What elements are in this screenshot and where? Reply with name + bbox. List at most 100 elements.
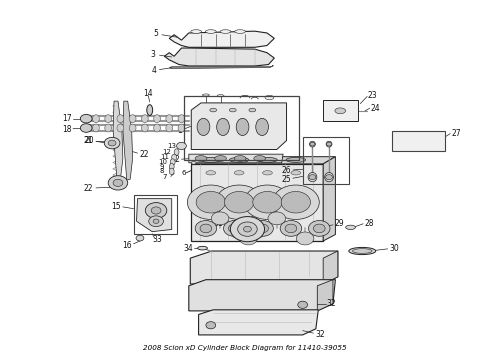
Ellipse shape [169, 163, 174, 170]
Circle shape [146, 203, 167, 219]
Ellipse shape [117, 124, 124, 132]
Circle shape [153, 219, 159, 224]
Circle shape [104, 137, 120, 149]
Ellipse shape [217, 95, 224, 97]
Ellipse shape [142, 124, 148, 132]
Text: 15: 15 [111, 202, 121, 211]
Text: 6: 6 [182, 170, 186, 176]
Ellipse shape [345, 225, 355, 229]
Text: 17: 17 [62, 114, 72, 123]
Circle shape [224, 192, 254, 213]
Polygon shape [123, 101, 133, 180]
Ellipse shape [197, 246, 207, 250]
Circle shape [309, 221, 330, 236]
Circle shape [149, 216, 163, 226]
Circle shape [296, 232, 314, 245]
Circle shape [196, 192, 225, 213]
Text: 3: 3 [151, 50, 156, 59]
Ellipse shape [178, 124, 185, 132]
Ellipse shape [215, 156, 226, 161]
Ellipse shape [206, 171, 216, 175]
Text: 10: 10 [158, 159, 168, 165]
Polygon shape [169, 65, 273, 68]
Circle shape [281, 192, 311, 213]
Ellipse shape [236, 118, 249, 135]
Text: 22: 22 [139, 150, 148, 159]
Text: 2: 2 [174, 156, 179, 165]
Circle shape [244, 226, 251, 232]
Text: 9: 9 [160, 164, 164, 170]
Bar [392, 131, 445, 151]
Text: 19: 19 [240, 237, 250, 246]
Circle shape [206, 321, 216, 329]
Circle shape [228, 224, 240, 233]
Polygon shape [113, 101, 123, 180]
Ellipse shape [234, 156, 246, 161]
Text: 23: 23 [367, 90, 377, 99]
Ellipse shape [197, 118, 210, 135]
Circle shape [327, 142, 331, 146]
Ellipse shape [191, 161, 196, 164]
Text: 32: 32 [327, 299, 336, 308]
Ellipse shape [235, 30, 245, 33]
Circle shape [240, 232, 257, 245]
Polygon shape [191, 164, 323, 241]
Text: 30: 30 [389, 244, 399, 253]
Text: 20: 20 [85, 136, 95, 145]
Ellipse shape [258, 157, 277, 162]
Circle shape [298, 301, 308, 309]
Circle shape [187, 185, 234, 220]
Text: 1: 1 [177, 126, 182, 135]
Ellipse shape [105, 124, 112, 132]
Ellipse shape [352, 249, 372, 253]
Polygon shape [191, 157, 335, 164]
Text: 22: 22 [84, 184, 94, 193]
Text: 5: 5 [154, 29, 158, 38]
Ellipse shape [310, 141, 316, 147]
Circle shape [280, 221, 302, 236]
Text: 7: 7 [163, 174, 167, 180]
Polygon shape [198, 310, 318, 335]
Circle shape [257, 224, 269, 233]
Circle shape [230, 217, 265, 242]
Ellipse shape [256, 118, 269, 135]
Text: 27: 27 [451, 129, 461, 138]
Ellipse shape [217, 118, 229, 135]
Ellipse shape [195, 156, 207, 161]
Text: 14: 14 [144, 89, 153, 98]
Polygon shape [190, 251, 338, 284]
Circle shape [136, 235, 144, 241]
Circle shape [216, 185, 263, 220]
Ellipse shape [229, 157, 249, 162]
Circle shape [285, 224, 297, 233]
Polygon shape [137, 199, 172, 231]
Ellipse shape [201, 157, 220, 162]
Ellipse shape [326, 141, 332, 147]
Text: 13: 13 [167, 143, 176, 149]
Text: 18: 18 [62, 125, 72, 134]
Polygon shape [323, 157, 335, 241]
Polygon shape [323, 251, 338, 284]
Ellipse shape [178, 115, 185, 123]
Bar [303, 137, 349, 184]
Circle shape [211, 212, 229, 225]
Polygon shape [169, 31, 274, 47]
Ellipse shape [265, 95, 274, 100]
Circle shape [326, 175, 332, 180]
Circle shape [80, 114, 92, 123]
Ellipse shape [263, 171, 272, 175]
Circle shape [108, 176, 128, 190]
Ellipse shape [105, 115, 112, 123]
Text: 12: 12 [162, 149, 171, 155]
Circle shape [310, 142, 315, 146]
Text: 32: 32 [315, 330, 324, 339]
Ellipse shape [154, 124, 160, 132]
Ellipse shape [210, 108, 217, 112]
Ellipse shape [117, 115, 124, 123]
Text: 31: 31 [213, 219, 223, 228]
Ellipse shape [234, 171, 244, 175]
Text: 24: 24 [370, 104, 380, 113]
Circle shape [253, 192, 282, 213]
Text: 4: 4 [151, 66, 156, 75]
Ellipse shape [220, 30, 231, 33]
